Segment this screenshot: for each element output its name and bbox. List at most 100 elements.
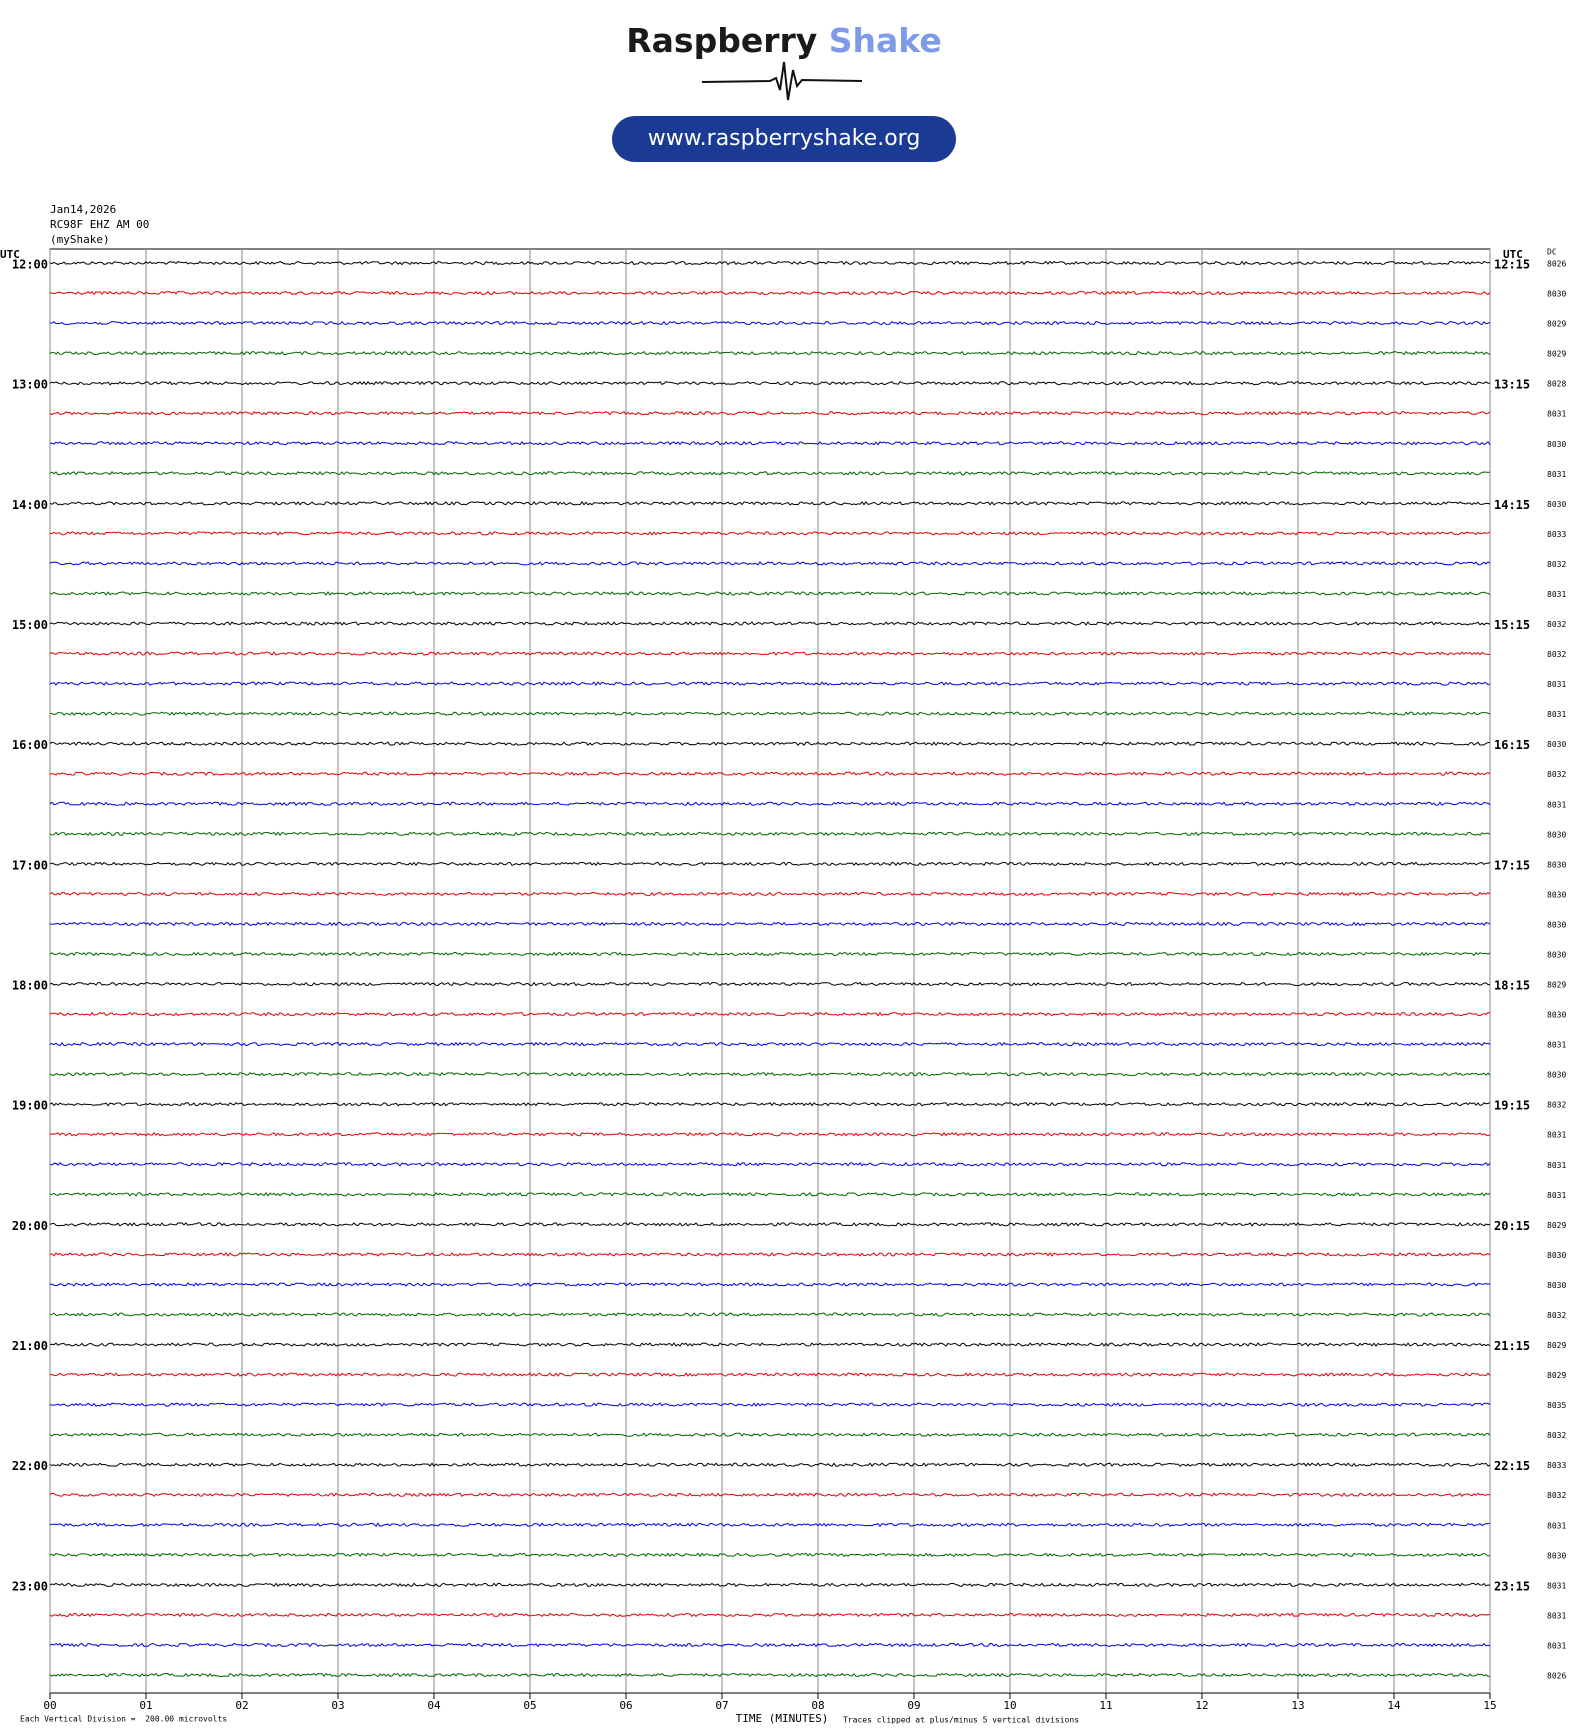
x-tick-label: 08 xyxy=(811,1699,824,1712)
logo-squiggle xyxy=(701,61,863,101)
quarter-label: 16:15 xyxy=(1494,738,1530,752)
date: Jan14,2026 xyxy=(50,203,116,216)
dc-value: 8029 xyxy=(1547,1221,1566,1230)
dc-value: 8030 xyxy=(1547,1071,1566,1080)
hour-label: 22:00 xyxy=(12,1459,48,1473)
x-tick-label: 12 xyxy=(1195,1699,1208,1712)
trace xyxy=(49,1312,1491,1317)
trace xyxy=(49,951,1491,957)
x-tick-label: 15 xyxy=(1483,1699,1496,1712)
dc-value: 8032 xyxy=(1547,650,1566,659)
hour-label: 21:00 xyxy=(12,1339,48,1353)
trace xyxy=(49,1492,1491,1497)
quarter-label: 12:15 xyxy=(1494,258,1530,272)
x-tick-label: 00 xyxy=(43,1699,56,1712)
trace xyxy=(49,531,1491,536)
quarter-label: 22:15 xyxy=(1494,1459,1530,1473)
x-tick-label: 03 xyxy=(331,1699,344,1712)
brand-name: Raspberry xyxy=(626,21,817,60)
dc-value: 8030 xyxy=(1547,740,1566,749)
dc-value: 8032 xyxy=(1547,1491,1566,1500)
x-tick-label: 06 xyxy=(619,1699,632,1712)
trace xyxy=(49,1282,1491,1287)
trace xyxy=(49,831,1491,837)
dc-value: 8031 xyxy=(1547,410,1566,419)
dc-value: 8030 xyxy=(1547,860,1566,869)
trace xyxy=(49,1131,1491,1137)
dc-value: 8030 xyxy=(1547,890,1566,899)
dc-value: 8031 xyxy=(1547,1641,1566,1650)
quarter-label: 20:15 xyxy=(1494,1219,1530,1233)
trace xyxy=(49,561,1491,566)
x-tick-label: 13 xyxy=(1291,1699,1304,1712)
trace xyxy=(49,801,1491,807)
trace xyxy=(49,981,1490,987)
dc-label: DC xyxy=(1547,248,1557,257)
dc-value: 8033 xyxy=(1547,1461,1566,1470)
trace xyxy=(49,260,1491,266)
brand-accent: Shake xyxy=(829,21,942,60)
url[interactable]: www.raspberryshake.org xyxy=(648,126,921,151)
dc-value: 8029 xyxy=(1547,320,1566,329)
station: RC98F EHZ AM 00 xyxy=(50,218,149,231)
hour-label: 23:00 xyxy=(12,1579,48,1593)
dc-value: 8035 xyxy=(1547,1401,1566,1410)
quarter-label: 15:15 xyxy=(1494,618,1530,632)
dc-value: 8030 xyxy=(1547,830,1566,839)
trace xyxy=(49,1552,1491,1558)
dc-value: 8032 xyxy=(1547,1431,1566,1440)
trace xyxy=(49,1582,1491,1588)
trace xyxy=(49,1011,1491,1017)
dc-value: 8030 xyxy=(1547,290,1566,299)
url-pill[interactable] xyxy=(612,116,956,162)
dc-value: 8031 xyxy=(1547,680,1566,689)
dc-value: 8032 xyxy=(1547,1101,1566,1110)
dc-value: 8030 xyxy=(1547,1011,1566,1020)
dc-value: 8026 xyxy=(1547,260,1566,269)
trace xyxy=(49,921,1491,927)
trace xyxy=(49,350,1491,356)
trace xyxy=(49,651,1491,656)
trace xyxy=(49,591,1491,596)
trace xyxy=(49,410,1491,416)
quarter-label: 18:15 xyxy=(1494,979,1530,993)
dc-value: 8026 xyxy=(1547,1672,1566,1681)
dc-value: 8029 xyxy=(1547,1371,1566,1380)
hour-label: 13:00 xyxy=(12,378,48,392)
dc-value: 8031 xyxy=(1547,590,1566,599)
hour-label: 12:00 xyxy=(12,258,48,272)
plot-frame xyxy=(49,248,1491,1694)
trace xyxy=(49,1342,1491,1347)
dc-value: 8029 xyxy=(1547,1341,1566,1350)
quarter-label: 23:15 xyxy=(1494,1579,1530,1593)
trace xyxy=(49,320,1491,326)
x-tick-label: 02 xyxy=(235,1699,248,1712)
dc-value: 8030 xyxy=(1547,440,1566,449)
hour-label: 18:00 xyxy=(12,979,48,993)
trace xyxy=(49,1522,1491,1528)
hour-label: 19:00 xyxy=(12,1099,48,1113)
dc-value: 8030 xyxy=(1547,1251,1566,1260)
dc-value: 8029 xyxy=(1547,350,1566,359)
dc-value: 8031 xyxy=(1547,800,1566,809)
quarter-label: 14:15 xyxy=(1494,498,1530,512)
dc-value: 8033 xyxy=(1547,530,1566,539)
hour-label: 17:00 xyxy=(12,858,48,872)
x-tick-label: 09 xyxy=(907,1699,920,1712)
dc-value: 8031 xyxy=(1547,710,1566,719)
x-tick-label: 04 xyxy=(427,1699,441,1712)
trace xyxy=(49,1192,1491,1197)
dc-value: 8031 xyxy=(1547,1611,1566,1620)
dc-value: 8031 xyxy=(1547,1191,1566,1200)
dc-value: 8030 xyxy=(1547,500,1566,509)
x-tick-label: 10 xyxy=(1003,1699,1016,1712)
dc-value: 8030 xyxy=(1547,950,1566,959)
source: (myShake) xyxy=(50,233,110,246)
trace xyxy=(49,1041,1491,1047)
left-axis-label: UTC xyxy=(0,248,20,261)
x-tick-label: 01 xyxy=(139,1699,152,1712)
right-axis-label: UTC xyxy=(1503,248,1523,261)
quarter-label: 19:15 xyxy=(1494,1099,1530,1113)
trace xyxy=(49,1402,1491,1407)
